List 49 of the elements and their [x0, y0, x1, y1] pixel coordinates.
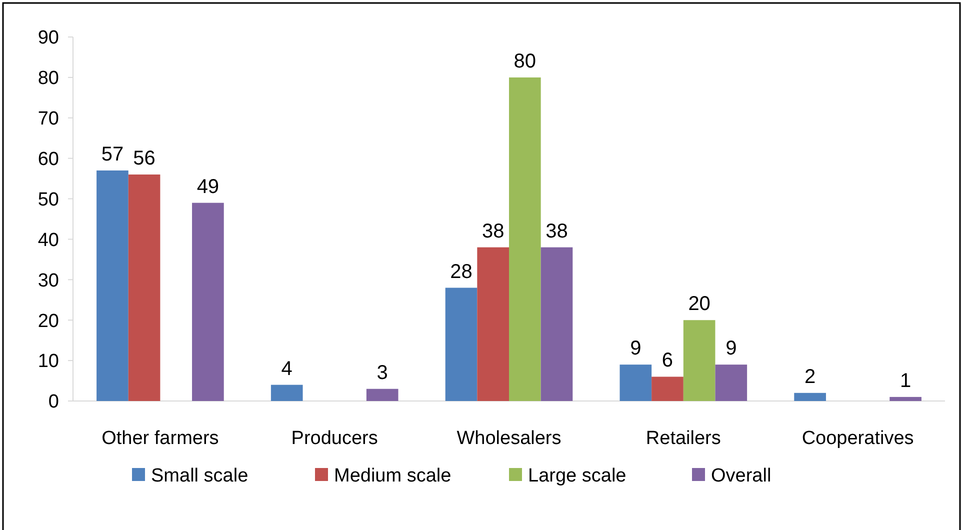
y-tick-label: 80 [38, 68, 59, 90]
bar [890, 396, 922, 401]
bar [652, 376, 684, 401]
y-tick-label: 20 [38, 310, 59, 332]
x-tick-label: Cooperatives [802, 428, 914, 449]
bar [683, 320, 716, 401]
data-label: 4 [281, 358, 292, 380]
bar [445, 288, 478, 401]
y-tick-label: 0 [48, 392, 59, 413]
data-label: 1 [900, 370, 912, 392]
y-tick-label: 60 [38, 148, 59, 170]
data-label: 2 [804, 366, 816, 388]
bar [509, 77, 541, 401]
data-label: 80 [514, 50, 536, 72]
data-label: 57 [101, 143, 124, 166]
y-tick-label: 10 [38, 351, 59, 372]
data-label: 56 [133, 148, 156, 170]
data-label: 38 [546, 220, 568, 242]
bar [128, 174, 160, 401]
y-tick-label: 50 [38, 189, 59, 210]
bar [477, 247, 509, 401]
bar [794, 392, 826, 401]
x-tick-label: Retailers [646, 428, 721, 449]
bar [366, 388, 398, 401]
bar [192, 202, 224, 401]
legend-label: Large scale [528, 466, 626, 487]
data-label: 49 [196, 176, 220, 198]
x-tick-label: Producers [291, 428, 378, 449]
bar [540, 247, 573, 401]
data-label: 3 [376, 362, 388, 384]
y-tick-label: 90 [38, 28, 59, 49]
legend-label: Medium scale [334, 466, 452, 487]
bar [270, 384, 303, 401]
data-label: 6 [662, 350, 674, 372]
bar [715, 364, 748, 401]
data-label: 9 [630, 338, 642, 360]
data-label: 38 [482, 220, 504, 242]
data-label: 20 [688, 293, 710, 316]
bar [620, 364, 652, 401]
y-tick-label: 30 [38, 270, 59, 292]
legend-label: Small scale [151, 466, 248, 487]
bar [96, 170, 128, 401]
x-tick-label: Wholesalers [456, 428, 562, 449]
legend-label: Overall [711, 466, 772, 487]
y-tick-label: 70 [38, 108, 59, 130]
data-label: 28 [450, 260, 472, 283]
data-label: 9 [726, 338, 737, 360]
x-tick-label: Other farmers [102, 428, 219, 449]
y-tick-label: 40 [38, 230, 59, 251]
